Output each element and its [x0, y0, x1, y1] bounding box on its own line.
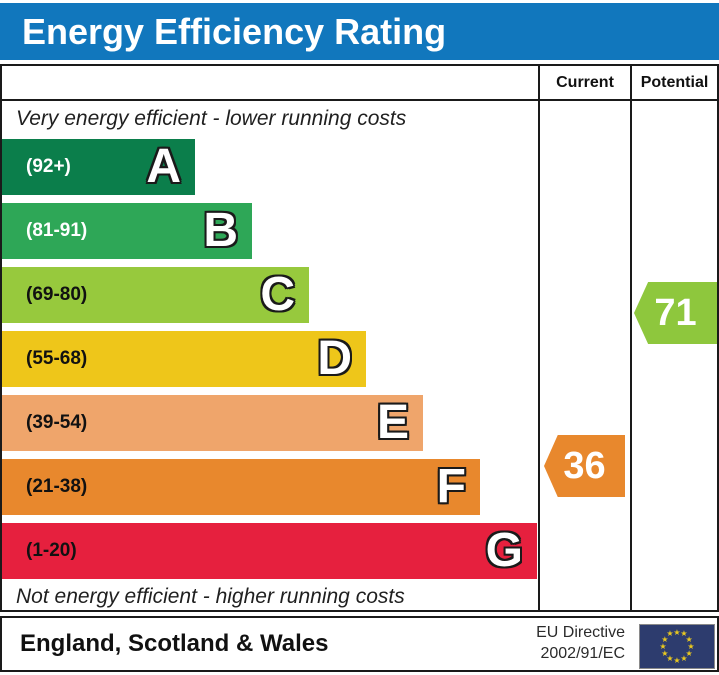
- eu-star-icon: ★: [661, 648, 669, 658]
- eu-star-icon: ★: [687, 641, 695, 651]
- band-d: (55-68) D: [2, 331, 366, 387]
- title-bar: Energy Efficiency Rating: [0, 3, 719, 60]
- band-range-label: (21-38): [26, 476, 88, 497]
- band-letter: G: [485, 524, 523, 577]
- band-letter: E: [376, 396, 409, 449]
- footer: England, Scotland & Wales EU Directive 2…: [0, 616, 719, 672]
- band-range-label: (92+): [26, 156, 71, 177]
- header-divider: [2, 99, 717, 101]
- column-divider-potential: [630, 66, 632, 610]
- band-c: (69-80) C: [2, 267, 309, 323]
- column-header-current: Current: [556, 74, 614, 91]
- band-f: (21-38) F: [2, 459, 480, 515]
- band-a: (92+) A: [2, 139, 195, 195]
- caption-very-efficient: Very energy efficient - lower running co…: [16, 107, 407, 130]
- band-range-label: (39-54): [26, 412, 88, 433]
- eu-star-icon: ★: [680, 629, 688, 639]
- region-label: England, Scotland & Wales: [20, 630, 329, 657]
- column-divider-current: [538, 66, 540, 610]
- column-header-potential: Potential: [640, 74, 709, 91]
- band-letter: C: [260, 268, 295, 321]
- band-range-label: (55-68): [26, 348, 88, 369]
- eu-star-icon: ★: [680, 653, 688, 663]
- current-rating-value: 36: [563, 445, 606, 487]
- band-letter: D: [317, 332, 352, 385]
- eu-directive-label: EU Directive 2002/91/EC: [536, 624, 625, 662]
- eu-star-icon: ★: [673, 627, 681, 637]
- band-letter: B: [203, 204, 238, 257]
- current-rating-arrow: 36: [544, 435, 625, 497]
- band-e: (39-54) E: [2, 395, 423, 451]
- band-b: (81-91) B: [2, 203, 252, 259]
- caption-not-efficient: Not energy efficient - higher running co…: [16, 585, 405, 608]
- band-letter: F: [436, 460, 466, 513]
- eu-flag-icon: ★ ★ ★ ★ ★ ★ ★ ★ ★ ★ ★ ★: [639, 624, 715, 669]
- eu-star-icon: ★: [666, 629, 674, 639]
- potential-rating-arrow: 71: [634, 282, 717, 344]
- eu-star-icon: ★: [685, 634, 693, 644]
- eu-star-icon: ★: [685, 648, 693, 658]
- eu-star-icon: ★: [666, 653, 674, 663]
- band-g: (1-20) G: [2, 523, 537, 579]
- potential-rating-value: 71: [654, 292, 697, 334]
- band-letter: A: [146, 140, 181, 193]
- page-title: Energy Efficiency Rating: [22, 10, 447, 52]
- band-range-label: (81-91): [26, 220, 88, 241]
- band-range-label: (1-20): [26, 540, 77, 561]
- band-range-label: (69-80): [26, 284, 88, 305]
- eu-star-icon: ★: [673, 655, 681, 665]
- eu-star-icon: ★: [661, 634, 669, 644]
- eu-star-icon: ★: [659, 641, 667, 651]
